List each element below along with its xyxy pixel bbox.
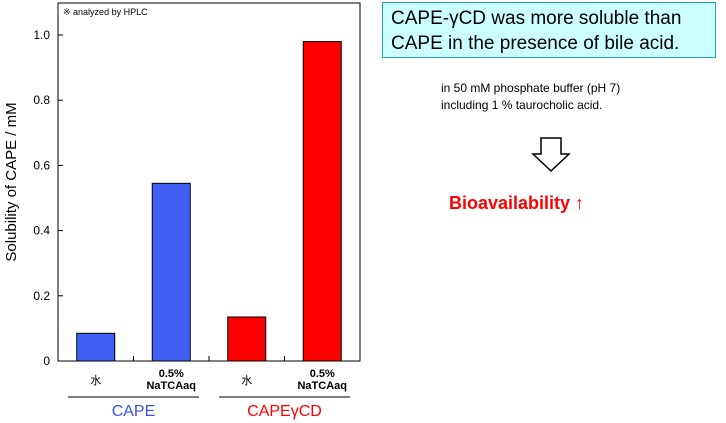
y-tick-label: 0.8 (33, 93, 50, 107)
bar (302, 41, 342, 362)
buffer-note-line-1: in 50 mM phosphate buffer (pH 7) (441, 81, 621, 95)
y-tick-label: 0 (43, 354, 50, 368)
buffer-note: in 50 mM phosphate buffer (pH 7) includi… (441, 80, 620, 114)
solubility-chart: ※ analyzed by HPLC 0 0.2 0.4 0.6 0.8 1.0 Solubi… (3, 2, 361, 420)
y-tick-label: 1.0 (33, 28, 50, 42)
category-label: 水 (90, 374, 101, 387)
category-label: NaTCAaq (297, 380, 347, 392)
bioavailability-label: Bioavailability ↑ (449, 193, 585, 213)
y-tick-label: 0.6 (33, 158, 50, 172)
y-tick-label: 0.4 (33, 224, 50, 238)
bar (151, 182, 191, 362)
analysis-note: ※ analyzed by HPLC (63, 7, 148, 17)
category-label: 0.5% (159, 368, 184, 380)
category-label: NaTCAaq (146, 380, 196, 392)
category-label: 水 (241, 374, 252, 387)
buffer-note-line-2: including 1 % taurocholic acid. (441, 98, 603, 112)
conclusion-line-1: CAPE-γCD was more soluble than (391, 8, 682, 29)
bar (227, 316, 267, 362)
y-axis-label: Solubility of CAPE / mM (3, 102, 20, 261)
bar (76, 332, 116, 362)
category-label: 0.5% (310, 368, 335, 380)
group-label: CAPEγCD (247, 403, 322, 420)
conclusion-box: CAPE-γCD was more soluble than CAPE in t… (382, 2, 716, 58)
y-tick-label: 0.2 (33, 289, 50, 303)
group-label: CAPE (112, 403, 156, 420)
down-arrow-icon (531, 137, 571, 173)
conclusion-line-2: CAPE in the presence of bile acid. (391, 33, 680, 54)
